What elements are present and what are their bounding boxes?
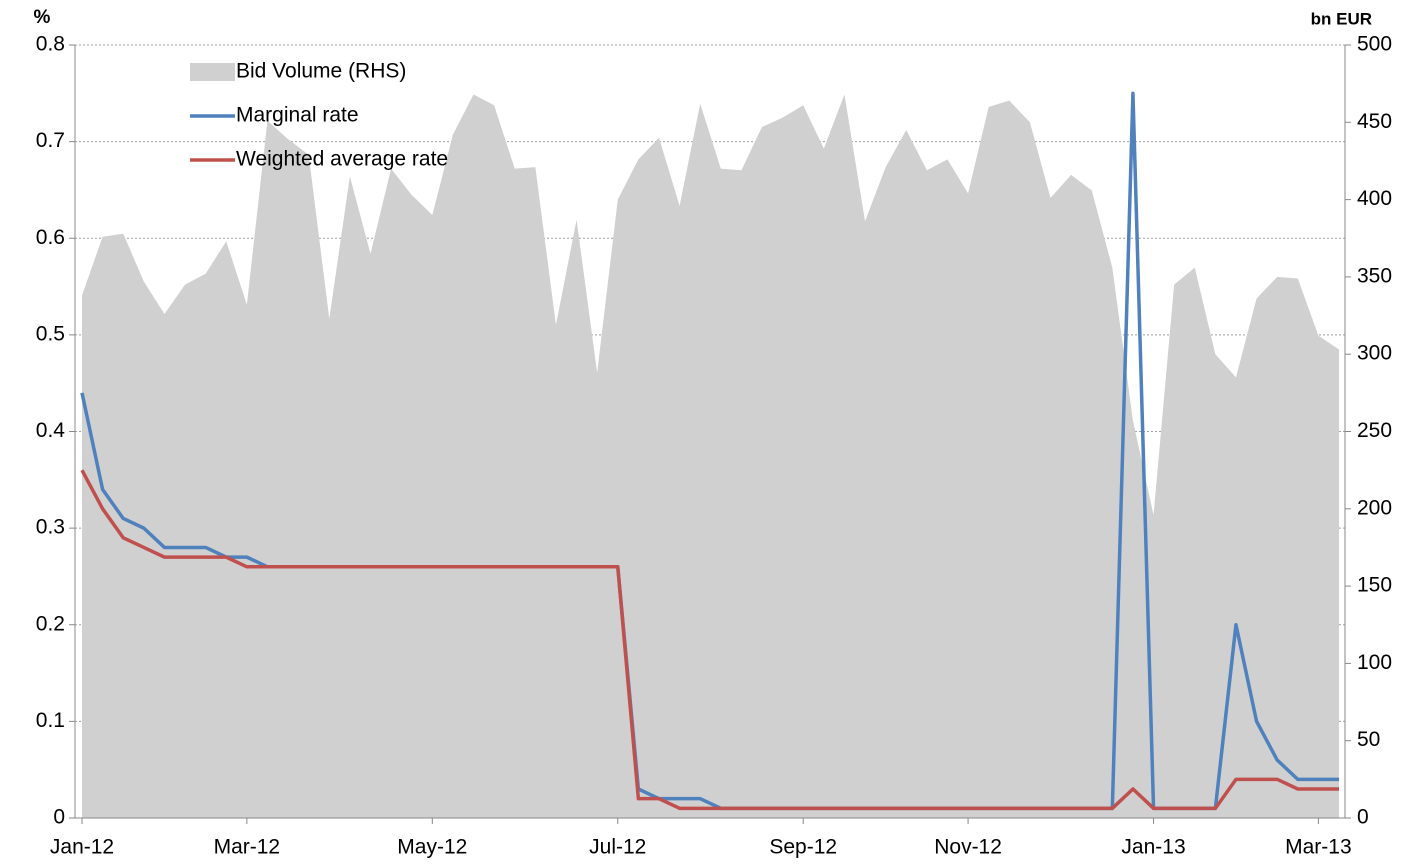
- area: [82, 94, 1339, 819]
- x-tick-label: May-12: [397, 836, 467, 859]
- y-tick-label: 0.6: [36, 226, 65, 249]
- y2-tick-label: 400: [1357, 187, 1392, 210]
- x-tick-label: Mar-13: [1285, 836, 1352, 859]
- legend-label: Bid Volume (RHS): [236, 60, 406, 83]
- y2-tick-label: 350: [1357, 264, 1392, 287]
- y2-tick-label: 500: [1357, 33, 1392, 56]
- y2-tick-label: 0: [1357, 806, 1369, 829]
- y2-tick-label: 250: [1357, 419, 1392, 442]
- y-tick-label: 0.3: [36, 516, 65, 539]
- y2-tick-label: 100: [1357, 651, 1392, 674]
- x-tick-label: Sep-12: [769, 836, 837, 859]
- x-tick-label: Mar-12: [214, 836, 281, 859]
- y2-tick-label: 50: [1357, 728, 1380, 751]
- y-tick-label: 0.4: [36, 419, 66, 442]
- y-tick-label: 0.2: [36, 612, 65, 635]
- line: [80, 469, 1339, 811]
- legend-label: Marginal rate: [236, 104, 359, 127]
- y2-tick-label: 150: [1357, 574, 1392, 597]
- y-tick-label: 0.5: [36, 322, 65, 345]
- y2-tick-label: 300: [1357, 342, 1392, 365]
- y-tick-label: 0.1: [36, 709, 65, 732]
- y-axis-label: %: [34, 7, 51, 28]
- x-tick-label: Jul-12: [589, 836, 646, 859]
- x-tick-label: Nov-12: [934, 836, 1002, 859]
- y2-axis-label: bn EUR: [1311, 9, 1372, 28]
- y2-tick-label: 450: [1357, 110, 1392, 133]
- y-tick-label: 0.8: [36, 33, 65, 56]
- y2-tick-label: 200: [1357, 496, 1392, 519]
- y-tick-label: 0: [53, 806, 65, 829]
- legend-label: Weighted average rate: [236, 148, 448, 171]
- y-tick-label: 0.7: [36, 129, 65, 152]
- legend-swatch: [190, 63, 235, 81]
- x-tick-label: Jan-12: [50, 836, 114, 859]
- x-tick-label: Jan-13: [1121, 836, 1185, 859]
